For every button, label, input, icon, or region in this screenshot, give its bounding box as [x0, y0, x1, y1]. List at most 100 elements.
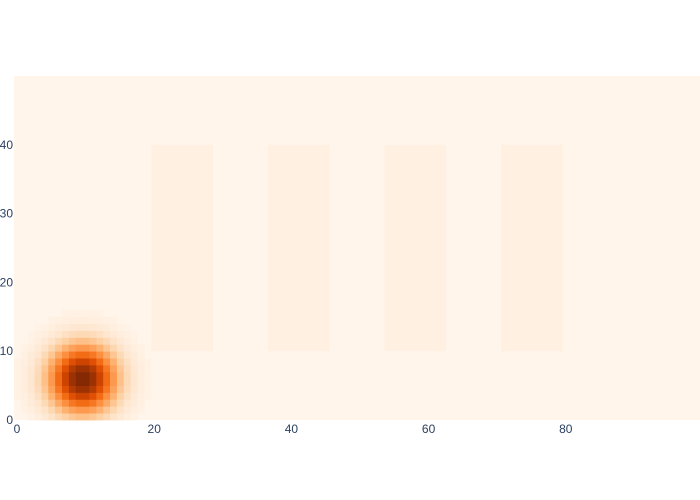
heatmap-cell [96, 385, 104, 393]
heatmap-cell [62, 337, 70, 345]
heatmap-cell [89, 351, 97, 359]
heatmap-cell [137, 364, 145, 373]
heatmap-cell [62, 371, 70, 380]
heatmap-cell [55, 323, 63, 331]
heatmap-cell [110, 371, 118, 380]
heatmap-cell [123, 337, 132, 345]
y-tick-label: 40 [0, 138, 13, 152]
heatmap-cell [62, 378, 70, 386]
heatmap-cell [48, 358, 56, 366]
heatmap-cell [34, 385, 42, 393]
heatmap-cell [41, 330, 49, 338]
y-tick-label: 30 [0, 207, 13, 221]
heatmap-cell [116, 330, 125, 338]
heatmap-cell [34, 358, 42, 366]
heatmap-cell [103, 337, 111, 345]
heatmap-cell [55, 413, 63, 421]
heatmap-cell [48, 316, 56, 325]
heatmap-cell [68, 337, 77, 345]
heatmap-cell [103, 378, 111, 386]
heatmap-cell [14, 358, 22, 366]
heatmap-cell [96, 406, 104, 414]
heatmap-cell [96, 378, 104, 386]
heatmap-cell [75, 406, 83, 414]
heatmap-cell [41, 323, 49, 331]
heatmap-cell [137, 385, 145, 393]
heatmap-band-1 [151, 144, 213, 352]
heatmap-cell [75, 309, 83, 318]
heatmap-cell [62, 406, 70, 414]
heatmap-cell [55, 371, 63, 380]
heatmap-cell [55, 385, 63, 393]
heatmap-cell [41, 413, 49, 421]
heatmap-cell [41, 399, 49, 407]
heatmap-cell [116, 323, 125, 331]
heatmap-cell [96, 358, 104, 366]
heatmap-cell [75, 399, 83, 407]
x-axis: 0 20 40 60 80 [14, 422, 573, 436]
x-tick-label: 80 [559, 422, 573, 436]
heatmap-cell [55, 392, 63, 400]
heatmap-cell [41, 385, 49, 393]
heatmap-cell [137, 351, 145, 359]
heatmap-cell [96, 323, 104, 331]
heatmap-cell [137, 399, 145, 407]
heatmap-cell [55, 351, 63, 359]
heatmap-cell [116, 392, 125, 400]
heatmap-cell [144, 371, 152, 380]
heatmap-cell [75, 392, 83, 400]
heatmap-cell [96, 413, 104, 421]
heatmap-cell [89, 385, 97, 393]
heatmap-cell [103, 351, 111, 359]
heatmap-cell [68, 413, 77, 421]
heatmap-cell [68, 399, 77, 407]
heatmap-cell [110, 337, 118, 345]
heatmap-cell [130, 378, 138, 386]
heatmap-cell [103, 330, 111, 338]
heatmap-cell [116, 364, 125, 373]
heatmap-cell [27, 330, 35, 338]
x-tick-label: 60 [422, 422, 436, 436]
heatmap-cell [34, 406, 42, 414]
heatmap-cell [110, 406, 118, 414]
heatmap-cell [20, 371, 29, 380]
heatmap-cell [20, 406, 29, 414]
heatmap-cell [75, 344, 83, 352]
x-tick-label: 20 [148, 422, 162, 436]
heatmap-cell [20, 399, 29, 407]
heatmap-cell [82, 316, 90, 325]
heatmap-cell [89, 364, 97, 373]
heatmap-cell [34, 344, 42, 352]
heatmap-cell [82, 351, 90, 359]
heatmap-cell [89, 316, 97, 325]
heatmap-cell [89, 323, 97, 331]
heatmap-cell [62, 358, 70, 366]
heatmap-cell [123, 378, 132, 386]
heatmap-cell [89, 330, 97, 338]
heatmap-cell [130, 385, 138, 393]
heatmap-cell [75, 351, 83, 359]
heatmap-cell [27, 406, 35, 414]
heatmap-cell [27, 385, 35, 393]
heatmap-cell [75, 413, 83, 421]
heatmap-cell [110, 413, 118, 421]
heatmap-cell [130, 330, 138, 338]
heatmap-cell [89, 406, 97, 414]
heatmap-cell [68, 392, 77, 400]
heatmap-cell [130, 413, 138, 421]
heatmap-cell [116, 337, 125, 345]
heatmap-cell [96, 371, 104, 380]
heatmap-cell [62, 399, 70, 407]
heatmap-cell [89, 413, 97, 421]
heatmap-cell [82, 406, 90, 414]
heatmap-cell [20, 364, 29, 373]
heatmap-cell [82, 323, 90, 331]
heatmap-cell [68, 330, 77, 338]
heatmap-cell [48, 378, 56, 386]
heatmap-cell [110, 330, 118, 338]
heatmap-cell [130, 406, 138, 414]
heatmap-cell [103, 358, 111, 366]
heatmap-cell [89, 344, 97, 352]
heatmap-cell [62, 392, 70, 400]
